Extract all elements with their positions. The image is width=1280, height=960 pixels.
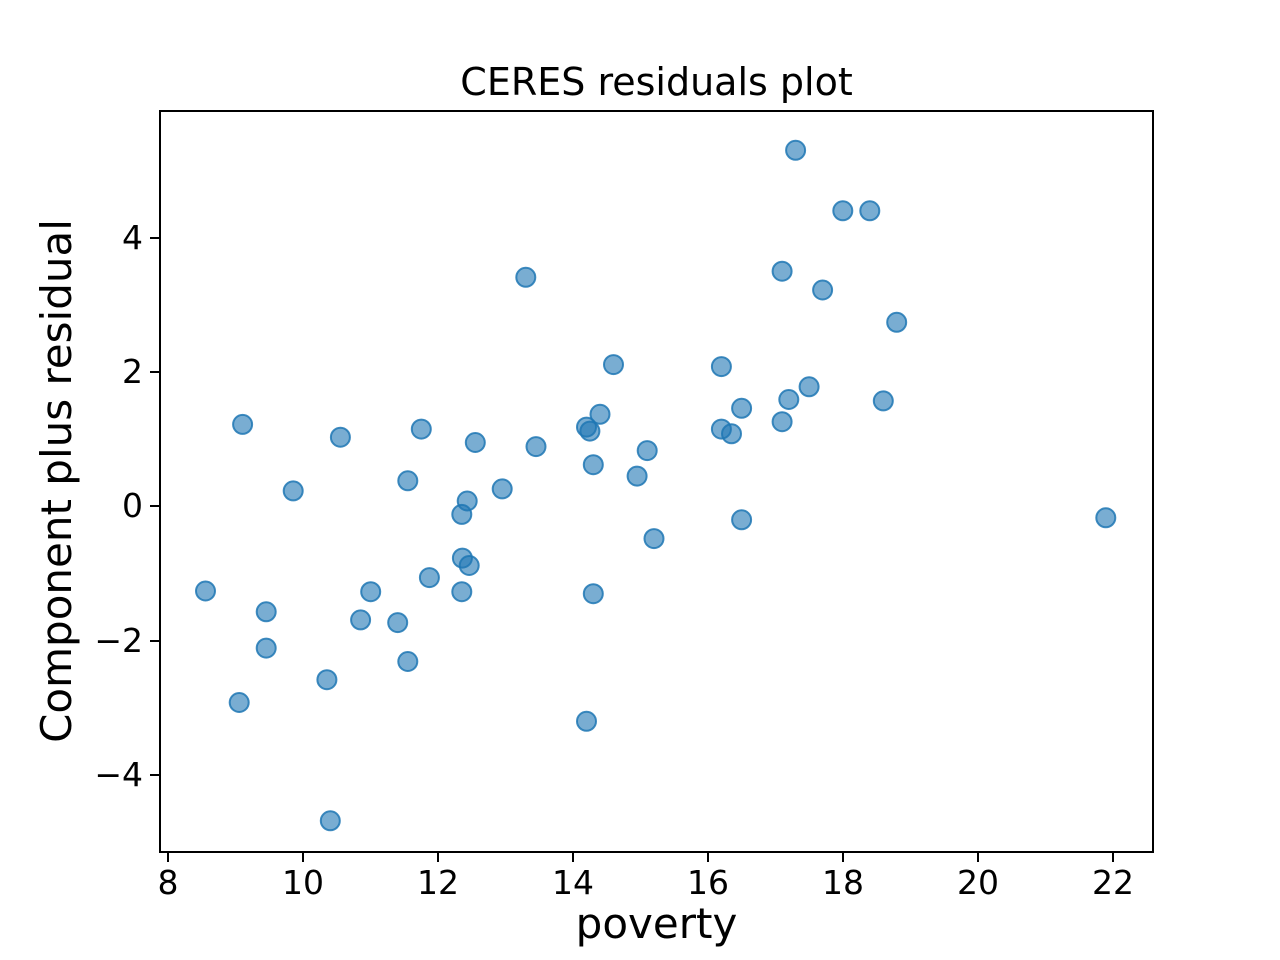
scatter-point (636, 440, 658, 462)
scatter-point (710, 356, 732, 378)
y-tick-label: −2 (94, 621, 143, 660)
x-tick-label: 18 (822, 863, 864, 902)
scatter-point (731, 509, 753, 531)
scatter-point (228, 692, 250, 713)
x-tick-mark (707, 853, 709, 862)
scatter-point (579, 420, 601, 442)
scatter-point (397, 651, 419, 672)
scatter-point (350, 609, 372, 631)
scatter-point (859, 200, 881, 222)
scatter-point (360, 581, 382, 603)
x-tick-label: 8 (157, 863, 179, 902)
x-tick-label: 14 (552, 863, 594, 902)
scatter-point (812, 279, 834, 301)
scatter-point (451, 503, 473, 525)
x-tick-mark (167, 853, 169, 862)
scatter-point (626, 465, 648, 487)
scatter-point (282, 480, 304, 502)
scatter-point (582, 454, 604, 476)
scatter-point (643, 528, 665, 550)
x-tick-mark (572, 853, 574, 862)
x-tick-mark (302, 853, 304, 862)
scatter-point (387, 612, 409, 634)
scatter-point (886, 311, 908, 333)
x-tick-mark (437, 853, 439, 862)
scatter-point (255, 601, 277, 623)
scatter-point (731, 397, 753, 419)
y-tick-label: 2 (122, 352, 143, 391)
x-tick-label: 10 (282, 863, 324, 902)
x-tick-mark (1112, 853, 1114, 862)
scatter-point (451, 581, 473, 603)
y-tick-mark (150, 640, 159, 642)
scatter-point (329, 426, 351, 448)
plot-area (159, 110, 1154, 853)
scatter-canvas (195, 139, 1117, 832)
scatter-point (785, 139, 807, 161)
y-tick-mark (150, 505, 159, 507)
x-tick-label: 16 (687, 863, 729, 902)
scatter-point (832, 200, 854, 222)
scatter-point (872, 390, 894, 412)
scatter-point (397, 470, 419, 492)
scatter-point (798, 376, 820, 398)
scatter-point (319, 810, 341, 832)
chart-title: CERES residuals plot (460, 60, 853, 104)
scatter-point (582, 583, 604, 605)
x-tick-label: 22 (1092, 863, 1134, 902)
y-tick-mark (150, 371, 159, 373)
x-tick-mark (842, 853, 844, 862)
y-tick-mark (150, 774, 159, 776)
scatter-point (1095, 507, 1117, 529)
scatter-point (464, 432, 486, 453)
y-tick-mark (150, 237, 159, 239)
scatter-points (195, 139, 1117, 832)
x-tick-label: 12 (417, 863, 459, 902)
scatter-point (771, 260, 793, 282)
y-tick-label: 4 (122, 218, 143, 257)
scatter-point (515, 266, 537, 288)
scatter-point (778, 389, 800, 410)
scatter-point (458, 555, 480, 576)
scatter-point (491, 478, 513, 500)
scatter-point (410, 418, 432, 440)
x-axis-label: poverty (575, 899, 738, 948)
scatter-point (232, 413, 254, 435)
scatter-point (771, 411, 793, 433)
scatter-point (603, 354, 624, 376)
y-tick-label: 0 (122, 486, 143, 525)
scatter-point (721, 423, 742, 445)
scatter-point (195, 580, 216, 602)
scatter-point (255, 637, 277, 659)
scatter-point (525, 436, 547, 458)
scatter-point (316, 669, 338, 691)
scatter-point (576, 710, 597, 732)
x-tick-label: 20 (957, 863, 999, 902)
y-axis-label: Component plus residual (32, 219, 81, 743)
y-tick-label: −4 (94, 755, 143, 794)
scatter-point (418, 567, 440, 589)
x-tick-mark (977, 853, 979, 862)
scatter-point (589, 403, 611, 425)
